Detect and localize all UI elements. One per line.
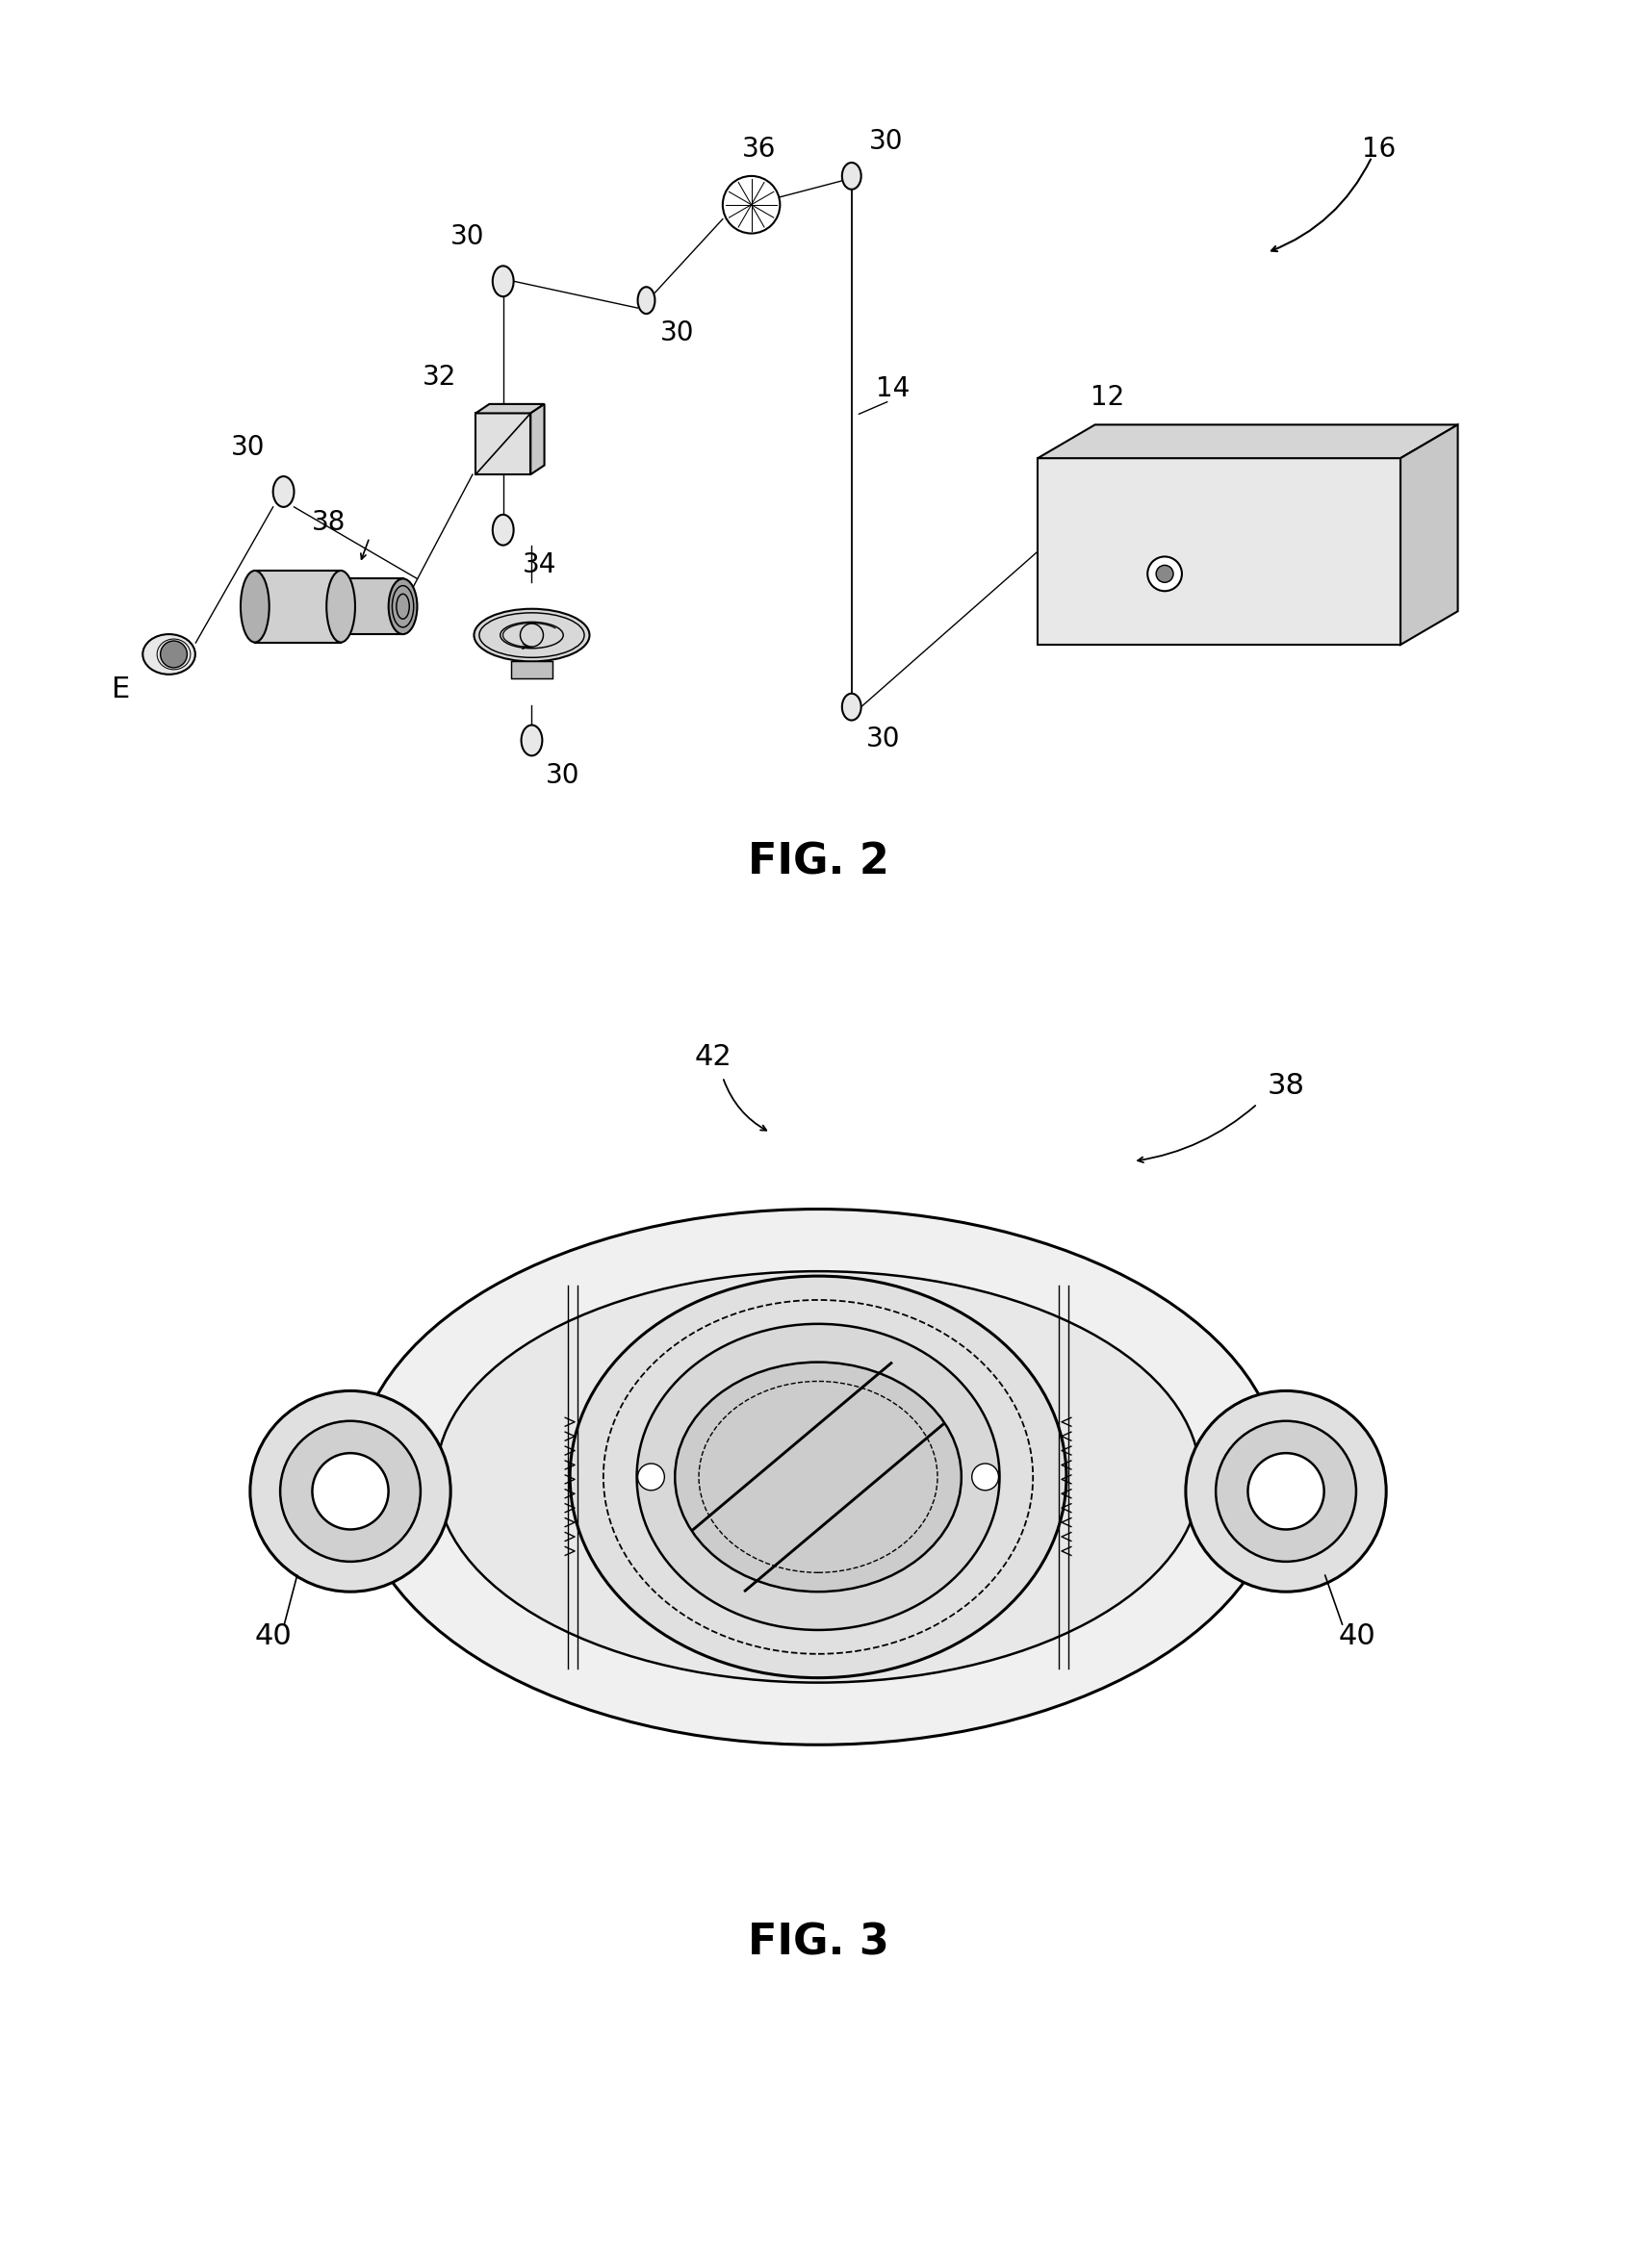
Ellipse shape (273, 476, 294, 508)
Ellipse shape (637, 288, 654, 313)
Ellipse shape (675, 1363, 961, 1592)
Polygon shape (1037, 458, 1400, 644)
Text: 38: 38 (312, 508, 347, 535)
Ellipse shape (841, 694, 861, 721)
Circle shape (1185, 1390, 1385, 1592)
Text: 14: 14 (876, 374, 909, 401)
Ellipse shape (161, 642, 187, 667)
Polygon shape (531, 404, 544, 474)
Text: 30: 30 (866, 726, 899, 753)
Ellipse shape (473, 608, 590, 662)
Text: FIG. 3: FIG. 3 (748, 1923, 889, 1964)
Circle shape (250, 1390, 450, 1592)
Text: 38: 38 (1267, 1073, 1303, 1100)
Text: 36: 36 (741, 136, 775, 163)
Ellipse shape (636, 1325, 999, 1631)
Ellipse shape (327, 572, 355, 642)
Circle shape (637, 1463, 664, 1490)
Ellipse shape (240, 572, 269, 642)
Text: 30: 30 (868, 127, 902, 154)
Text: 16: 16 (1362, 136, 1395, 163)
Text: 40: 40 (1337, 1622, 1375, 1651)
Polygon shape (511, 662, 552, 678)
Circle shape (1147, 556, 1181, 592)
Ellipse shape (570, 1277, 1066, 1678)
Polygon shape (1037, 424, 1457, 458)
Text: 30: 30 (232, 433, 265, 460)
Ellipse shape (355, 1209, 1280, 1744)
Text: E: E (112, 676, 130, 703)
Ellipse shape (841, 163, 861, 191)
Text: 40: 40 (255, 1622, 292, 1651)
Circle shape (1216, 1422, 1355, 1563)
Text: 42: 42 (693, 1043, 731, 1070)
Ellipse shape (493, 265, 513, 297)
Circle shape (1155, 565, 1173, 583)
Polygon shape (255, 572, 340, 642)
Ellipse shape (521, 726, 542, 755)
Polygon shape (1400, 424, 1457, 644)
Text: 30: 30 (660, 320, 695, 347)
Circle shape (1247, 1454, 1323, 1529)
Polygon shape (475, 404, 544, 413)
Text: 30: 30 (450, 225, 485, 252)
Circle shape (723, 177, 779, 234)
Text: 32: 32 (422, 363, 455, 390)
Circle shape (312, 1454, 388, 1529)
Circle shape (971, 1463, 997, 1490)
Text: 30: 30 (545, 762, 580, 789)
Ellipse shape (493, 515, 513, 544)
Polygon shape (340, 578, 403, 635)
Ellipse shape (143, 635, 196, 674)
Circle shape (279, 1422, 421, 1563)
Text: 12: 12 (1089, 383, 1124, 411)
Text: 34: 34 (522, 551, 555, 578)
Text: FIG. 2: FIG. 2 (748, 841, 889, 882)
Polygon shape (475, 413, 531, 474)
Ellipse shape (435, 1272, 1199, 1683)
Ellipse shape (388, 578, 417, 635)
